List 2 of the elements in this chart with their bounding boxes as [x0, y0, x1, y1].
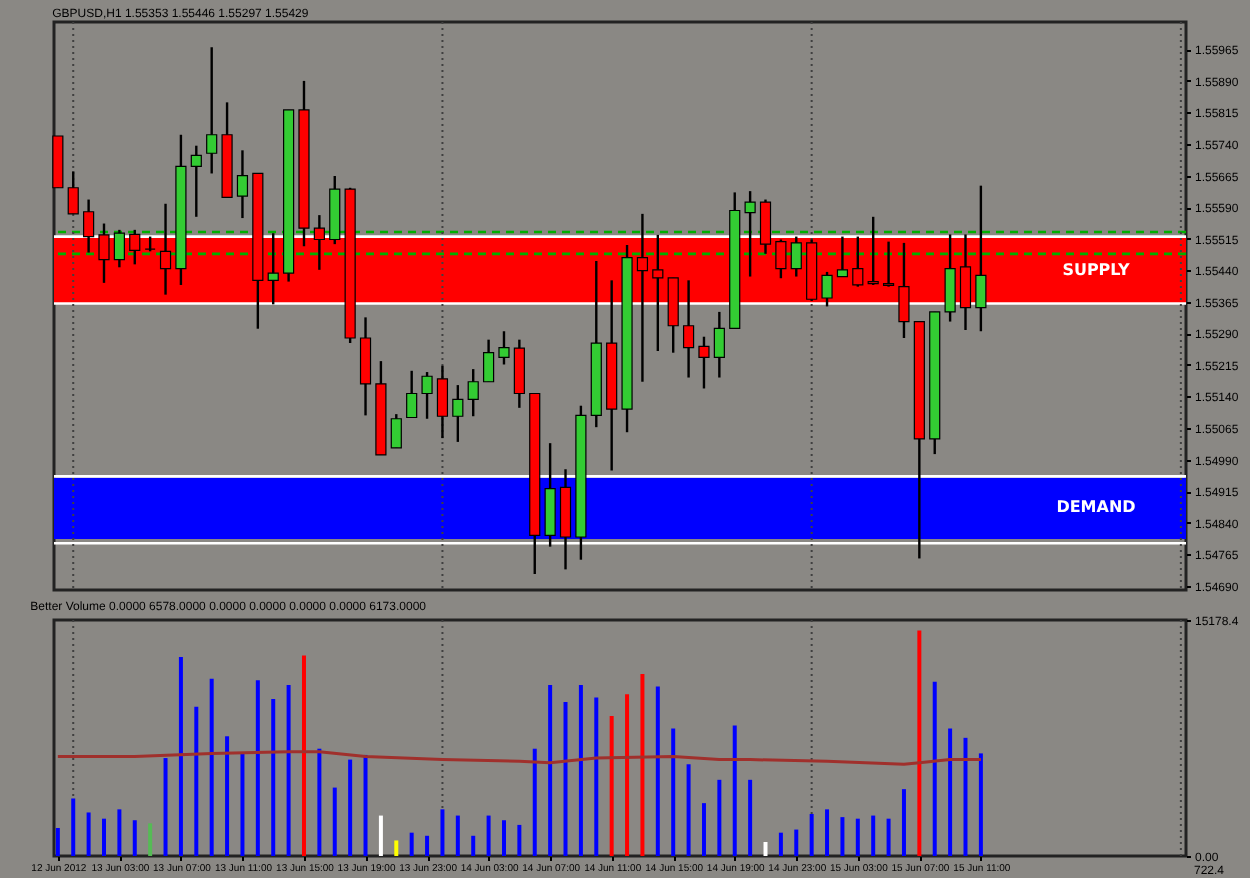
- band-label: SUPPLY: [1062, 260, 1131, 279]
- band-label: DEMAND: [1056, 498, 1137, 517]
